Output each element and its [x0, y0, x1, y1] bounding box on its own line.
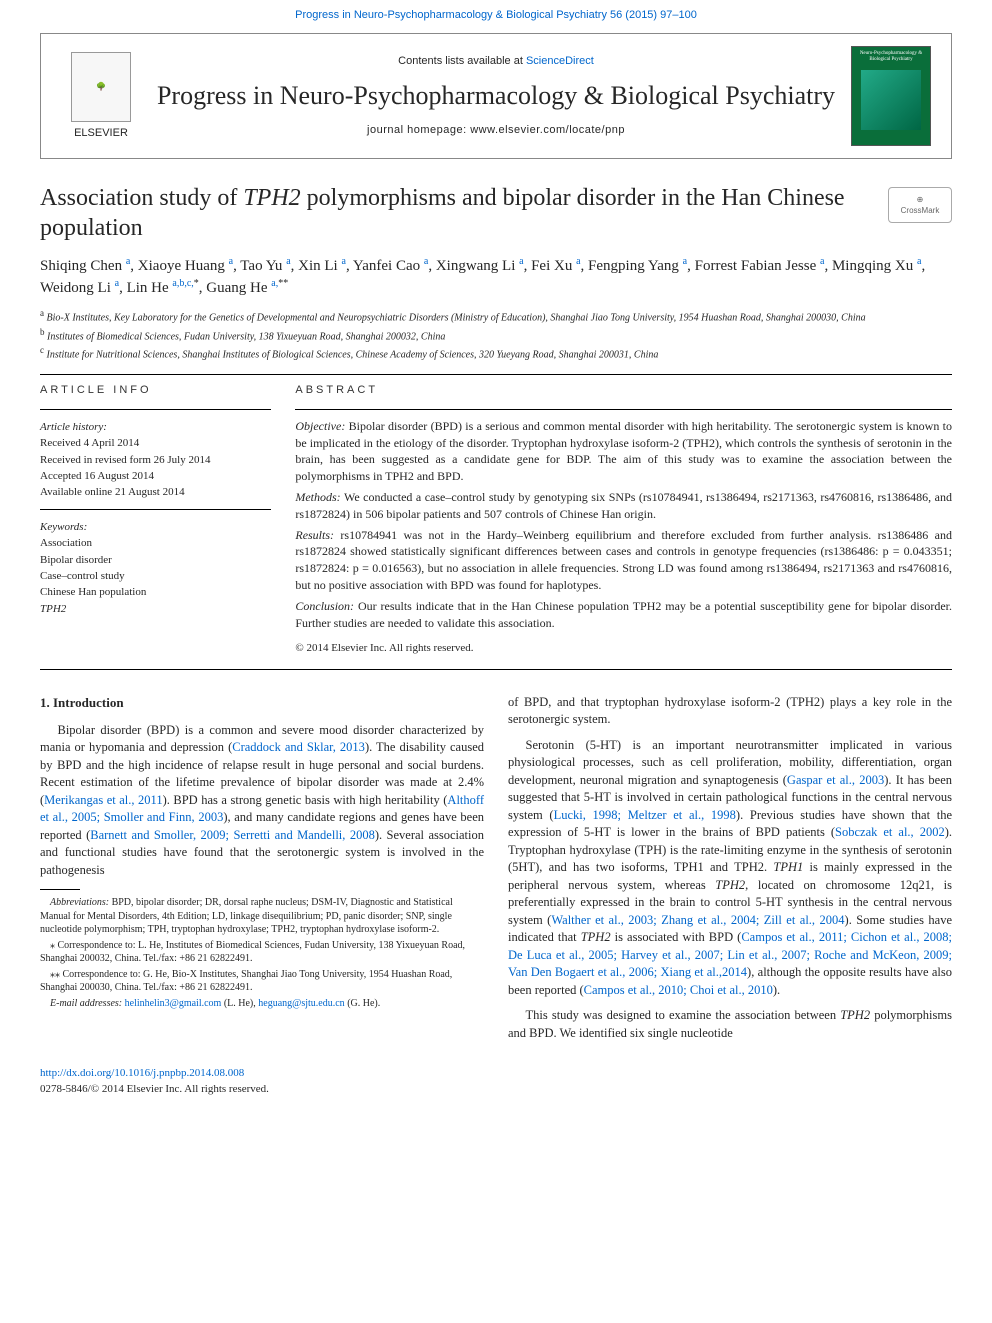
publisher-label: ELSEVIER: [74, 126, 128, 141]
gene-name: TPH2: [840, 1008, 870, 1022]
para-text: ). BPD has a strong genetic basis with h…: [163, 793, 448, 807]
journal-home-label: journal homepage:: [367, 124, 470, 136]
methods-label: Methods:: [295, 490, 340, 504]
keyword: Chinese Han population: [40, 585, 271, 600]
results-text: rs10784941 was not in the Hardy–Weinberg…: [295, 528, 952, 592]
issn-line: 0278-5846/© 2014 Elsevier Inc. All right…: [40, 1082, 952, 1097]
para-text: ).: [773, 983, 780, 997]
citation-link[interactable]: Sobczak et al., 2002: [835, 825, 945, 839]
email-who: (G. He).: [345, 998, 381, 1009]
elsevier-tree-icon: 🌳: [71, 52, 131, 122]
online-date: Available online 21 August 2014: [40, 485, 271, 500]
article-info-heading: article info: [40, 383, 271, 398]
history-label: Article history:: [40, 420, 271, 435]
keyword: Bipolar disorder: [40, 553, 271, 568]
gene-name: TPH2: [715, 878, 745, 892]
keyword: Association: [40, 536, 271, 551]
contents-line: Contents lists available at ScienceDirec…: [153, 54, 839, 69]
article-info: article info Article history: Received 4…: [40, 383, 295, 660]
citation-link[interactable]: Gaspar et al., 2003: [787, 773, 884, 787]
citation-link[interactable]: Merikangas et al., 2011: [44, 793, 162, 807]
affiliation-c: Institute for Nutritional Sciences, Shan…: [47, 349, 659, 360]
section-heading: 1. Introduction: [40, 694, 484, 712]
received-date: Received 4 April 2014: [40, 436, 271, 451]
abstract-heading: abstract: [295, 383, 952, 398]
journal-cover-icon: Neuro-Psychopharmacology & Biological Ps…: [851, 46, 931, 146]
citation-link[interactable]: Barnett and Smoller, 2009; Serretti and …: [90, 828, 375, 842]
publisher-block: 🌳 ELSEVIER: [61, 52, 141, 141]
corr2-text: Correspondence to: G. He, Bio-X Institut…: [40, 969, 452, 994]
citation-link[interactable]: Lucki, 1998; Meltzer et al., 1998: [554, 808, 736, 822]
affiliation-b: Institutes of Biomedical Sciences, Fudan…: [47, 331, 445, 342]
keyword: Case–control study: [40, 569, 271, 584]
objective-text: Bipolar disorder (BPD) is a serious and …: [295, 419, 952, 483]
accepted-date: Accepted 16 August 2014: [40, 469, 271, 484]
authors-line: Shiqing Chen a, Xiaoye Huang a, Tao Yu a…: [40, 255, 952, 299]
doi-link[interactable]: http://dx.doi.org/10.1016/j.pnpbp.2014.0…: [40, 1067, 244, 1079]
results-label: Results:: [295, 528, 334, 542]
para-text: is associated with BPD (: [611, 930, 742, 944]
journal-home-url[interactable]: www.elsevier.com/locate/pnp: [470, 124, 625, 136]
citation-link[interactable]: Campos et al., 2010; Choi et al., 2010: [584, 983, 773, 997]
page-footer: http://dx.doi.org/10.1016/j.pnpbp.2014.0…: [40, 1066, 952, 1097]
corr-symbol: ⁎: [50, 940, 55, 951]
email-who: (L. He),: [221, 998, 258, 1009]
conclusion-text: Our results indicate that in the Han Chi…: [295, 599, 952, 630]
methods-text: We conducted a case–control study by gen…: [295, 490, 952, 521]
crossmark-badge[interactable]: ⊕CrossMark: [888, 187, 952, 223]
objective-label: Objective:: [295, 419, 345, 433]
keyword: TPH2: [40, 602, 271, 617]
sciencedirect-link[interactable]: ScienceDirect: [526, 55, 594, 67]
abbrev-label: Abbreviations:: [50, 897, 109, 908]
keywords-label: Keywords:: [40, 520, 271, 535]
corr-symbol: ⁎⁎: [50, 969, 60, 980]
contents-prefix: Contents lists available at: [398, 55, 526, 67]
journal-homepage: journal homepage: www.elsevier.com/locat…: [153, 123, 839, 138]
journal-header: 🌳 ELSEVIER Contents lists available at S…: [40, 33, 952, 159]
para-text: This study was designed to examine the a…: [526, 1008, 841, 1022]
corr1-text: Correspondence to: L. He, Institutes of …: [40, 940, 465, 965]
conclusion-label: Conclusion:: [295, 599, 354, 613]
email-label: E-mail addresses:: [50, 998, 122, 1009]
citation-line: Progress in Neuro-Psychopharmacology & B…: [0, 0, 992, 27]
citation-link[interactable]: Walther et al., 2003; Zhang et al., 2004…: [551, 913, 844, 927]
para-continuation: of BPD, and that tryptophan hydroxylase …: [508, 694, 952, 729]
gene-name: TPH2: [581, 930, 611, 944]
title-pre: Association study of: [40, 185, 243, 211]
affiliation-a: Bio-X Institutes, Key Laboratory for the…: [47, 313, 866, 324]
body-text: 1. Introduction Bipolar disorder (BPD) i…: [40, 694, 952, 1043]
abstract-copyright: © 2014 Elsevier Inc. All rights reserved…: [295, 641, 952, 656]
journal-name: Progress in Neuro-Psychopharmacology & B…: [153, 80, 839, 111]
email-link[interactable]: heguang@sjtu.edu.cn: [258, 998, 344, 1009]
citation-link[interactable]: Progress in Neuro-Psychopharmacology & B…: [295, 9, 697, 21]
affiliations: a Bio-X Institutes, Key Laboratory for t…: [40, 307, 952, 362]
email-link[interactable]: helinhelin3@gmail.com: [125, 998, 222, 1009]
citation-link[interactable]: Craddock and Sklar, 2013: [232, 740, 365, 754]
paper-title: Association study of TPH2 polymorphisms …: [40, 183, 872, 243]
title-gene: TPH2: [243, 185, 300, 211]
abstract: abstract Objective: Bipolar disorder (BP…: [295, 383, 952, 660]
revised-date: Received in revised form 26 July 2014: [40, 453, 271, 468]
gene-name: TPH1: [773, 860, 803, 874]
footnotes: Abbreviations: BPD, bipolar disorder; DR…: [40, 896, 484, 1010]
